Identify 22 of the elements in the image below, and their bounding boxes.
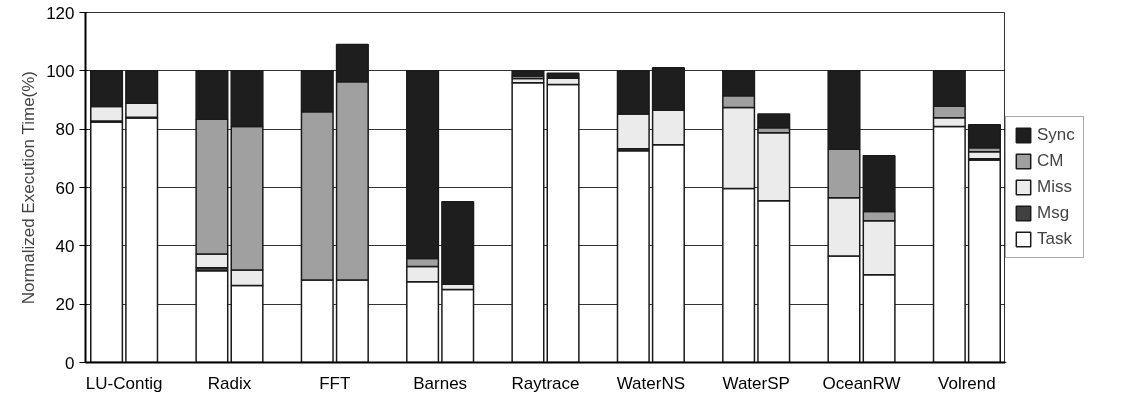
y-tick-label: 60 [55,178,75,198]
y-tick-label: 80 [55,120,75,140]
legend-label: Sync [1037,125,1075,145]
x-tick-label: LU-Contig [85,373,163,393]
y-tick-label: 20 [55,295,75,315]
y-tick-label: 120 [46,3,75,23]
x-tick-label: Radix [207,373,252,393]
legend-label: CM [1037,151,1064,171]
x-tick-label: WaterNS [616,373,686,393]
x-tick-label: Raytrace [511,373,580,393]
x-tick-label: Volrend [938,373,996,393]
y-tick-label: 40 [55,236,75,256]
y-tick-label: 100 [46,61,75,81]
x-tick-label: OceanRW [822,373,901,393]
legend-label: Msg [1037,203,1070,223]
y-tick-label: 0 [65,353,75,373]
y-axis-title: Normalized Execution Time(%) [19,70,39,305]
legend-label: Miss [1037,177,1072,197]
legend-label: Task [1037,229,1072,249]
x-tick-label: Barnes [413,373,468,393]
x-tick-label: WaterSP [722,373,790,393]
x-tick-label: FFT [319,373,351,393]
